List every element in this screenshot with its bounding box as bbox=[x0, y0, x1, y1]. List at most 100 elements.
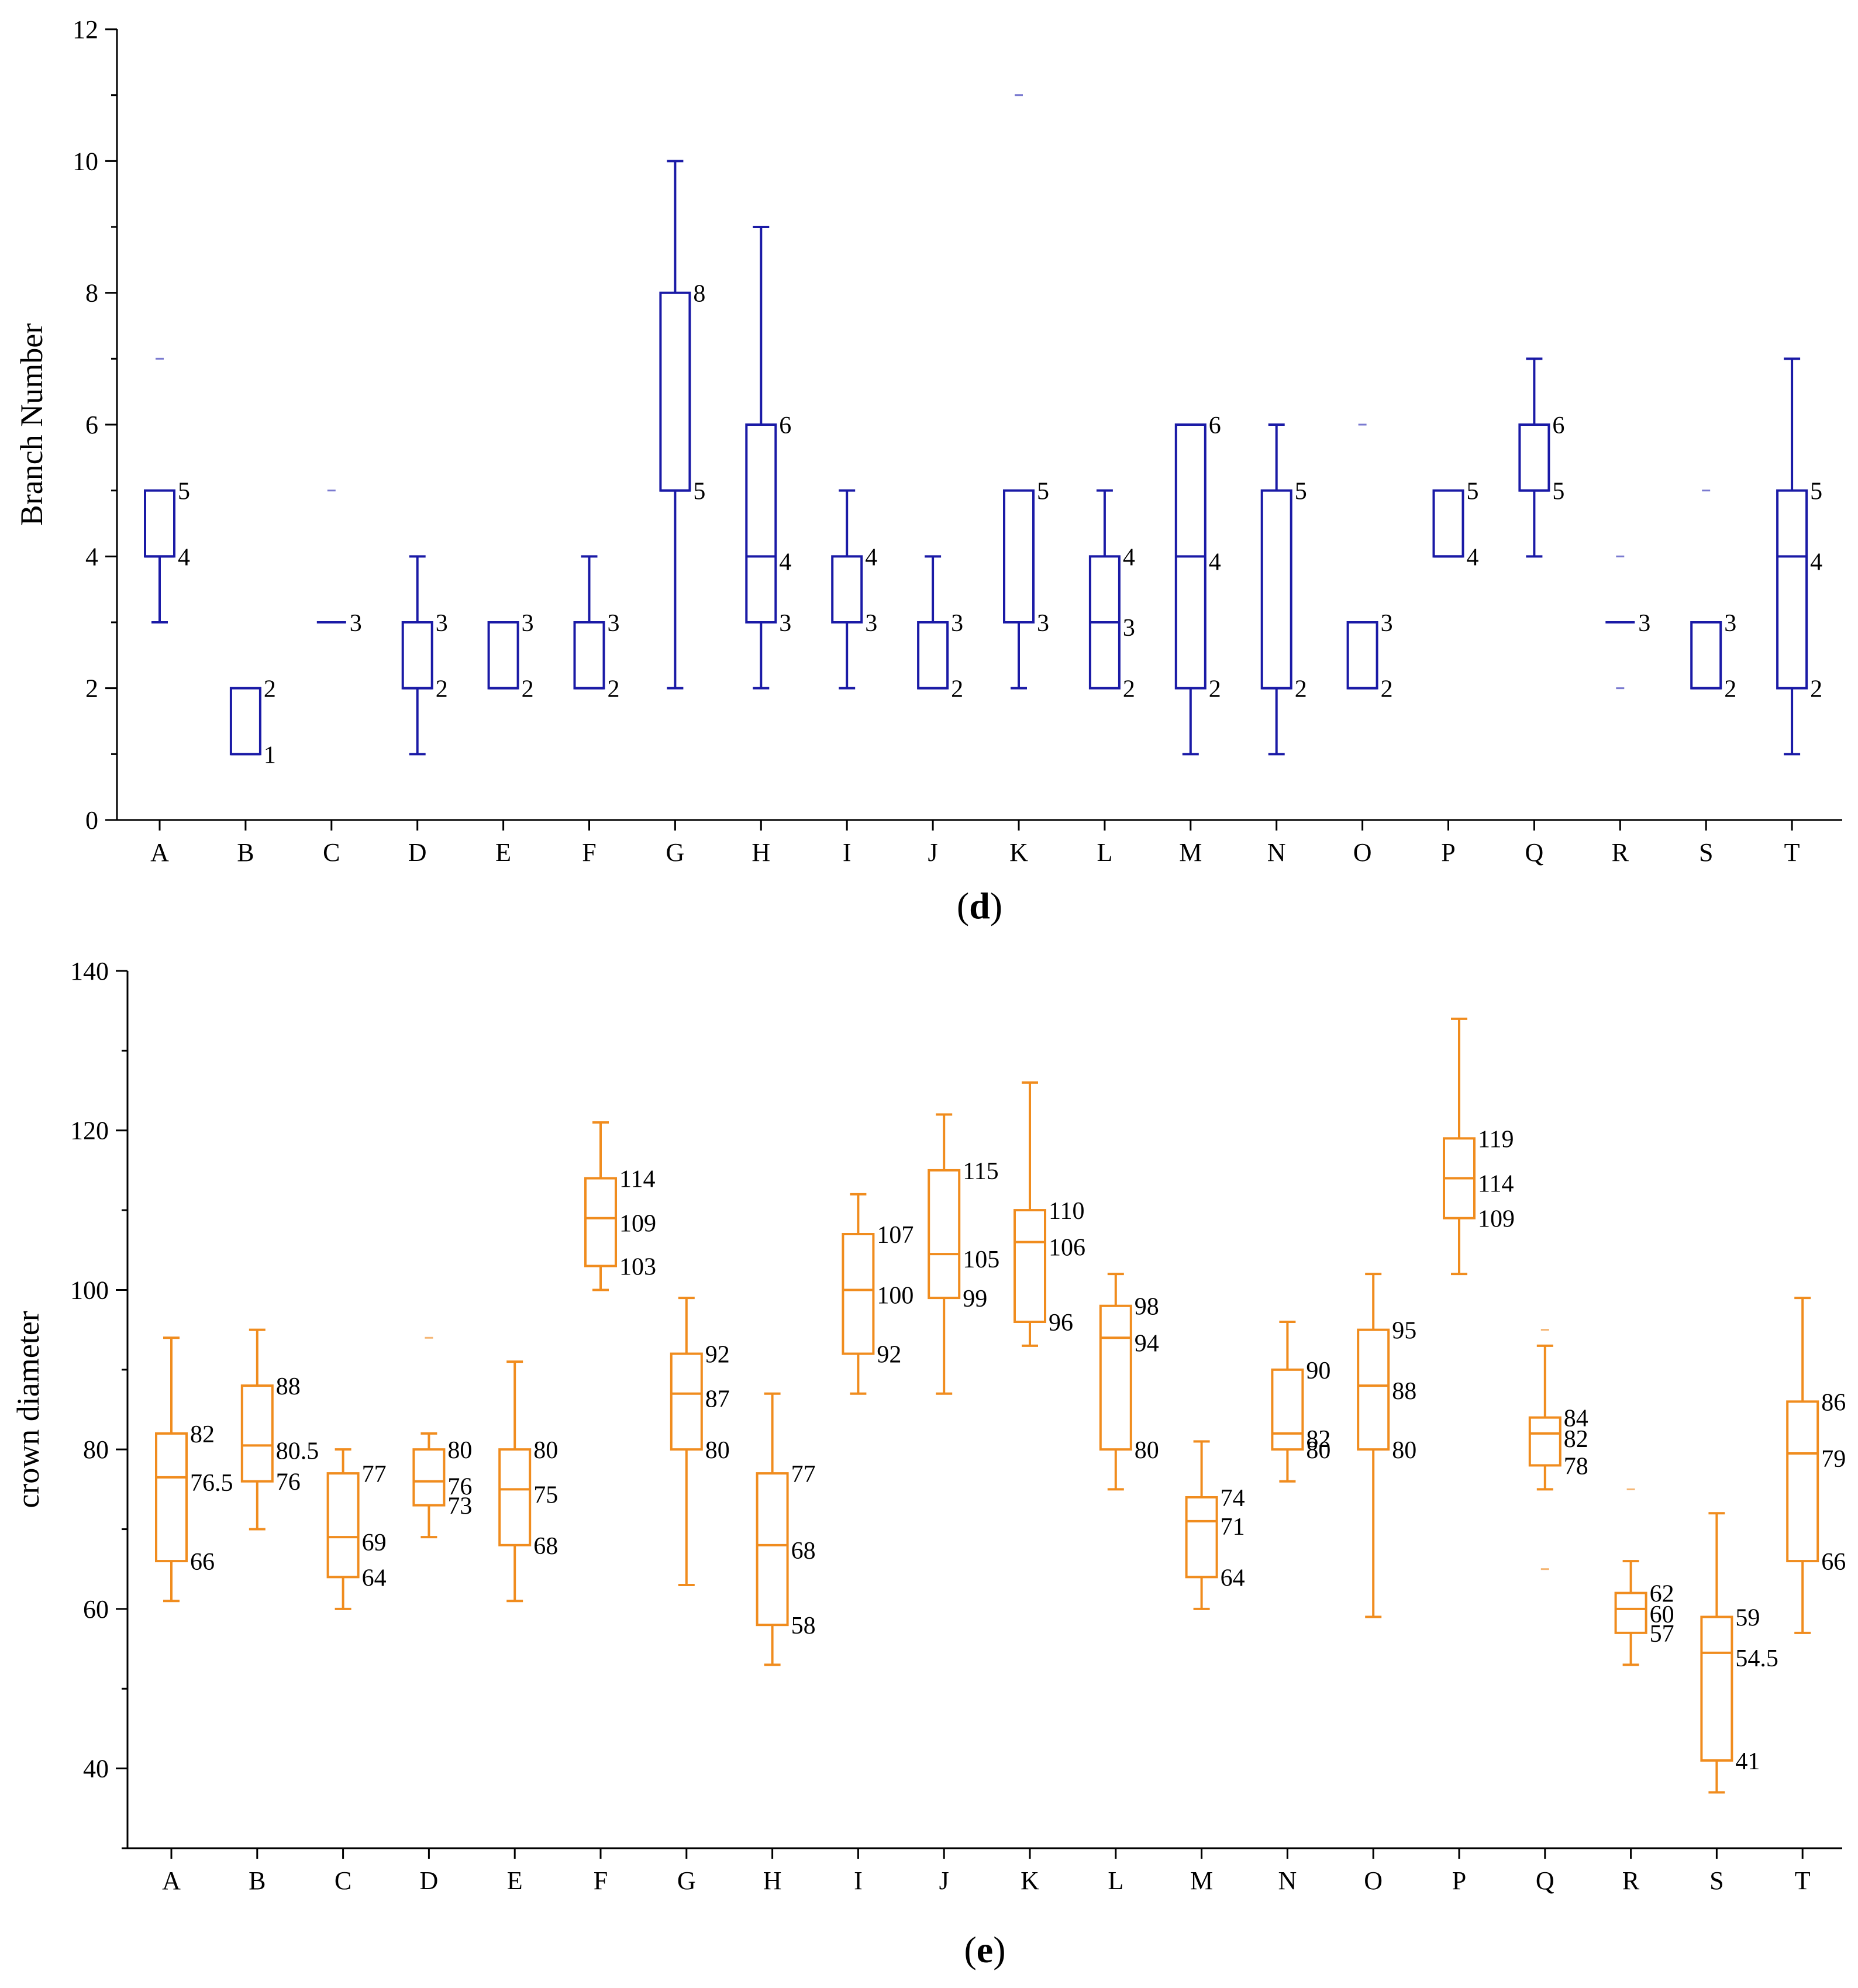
x-tick-label: L bbox=[1108, 1866, 1123, 1895]
box-iqr bbox=[1786, 1400, 1819, 1563]
box-iqr bbox=[155, 1432, 188, 1563]
box-value-label: 66 bbox=[1821, 1549, 1846, 1576]
box-I: 107 100 92 bbox=[842, 1193, 914, 1395]
box-value-label: 77 bbox=[362, 1461, 387, 1488]
x-tick-label: K bbox=[1021, 1866, 1039, 1895]
box-value-label: 3 bbox=[1037, 610, 1049, 637]
box-value-label: 4 bbox=[1123, 544, 1135, 571]
box-J: 115 105 99 bbox=[928, 1113, 999, 1395]
x-tick-label: H bbox=[763, 1866, 782, 1895]
box-value-label: 92 bbox=[705, 1342, 730, 1369]
box-iqr bbox=[144, 489, 175, 558]
panel-label: (e) bbox=[964, 1929, 1005, 1970]
y-tick-label: 8 bbox=[85, 279, 98, 308]
box-value-label: 76 bbox=[447, 1474, 472, 1501]
box-value-label: 68 bbox=[791, 1538, 816, 1565]
box-iqr bbox=[1014, 1209, 1046, 1323]
box-value-label: 84 bbox=[1564, 1405, 1588, 1432]
box-value-label: 75 bbox=[533, 1481, 558, 1508]
box-iqr bbox=[1185, 1496, 1218, 1579]
y-tick-label: 40 bbox=[83, 1755, 109, 1783]
panel-label-letter: d bbox=[969, 885, 990, 926]
y-tick-label: 60 bbox=[83, 1595, 109, 1624]
box-value-label: 88 bbox=[276, 1373, 301, 1400]
panel-label: (d) bbox=[957, 885, 1002, 926]
box-value-label: 5 bbox=[178, 478, 190, 505]
x-tick-label: C bbox=[323, 838, 340, 867]
y-axis-title: crown diameter bbox=[11, 1311, 46, 1508]
x-tick-label: D bbox=[408, 838, 427, 867]
x-tick-label: G bbox=[666, 838, 685, 867]
x-tick-label: R bbox=[1612, 838, 1629, 867]
panel-label-letter: e bbox=[977, 1929, 993, 1970]
x-tick-label: B bbox=[249, 1866, 266, 1895]
box-iqr bbox=[1518, 423, 1550, 492]
box-E: 80 75 68 bbox=[498, 1360, 558, 1603]
box-iqr bbox=[670, 1352, 703, 1451]
x-tick-label: I bbox=[843, 838, 852, 867]
box-iqr bbox=[928, 1169, 961, 1300]
box-value-label: 100 bbox=[877, 1282, 914, 1309]
x-tick-label: Q bbox=[1536, 1866, 1554, 1895]
box-Q: 65 bbox=[1518, 357, 1564, 558]
box-value-label: 69 bbox=[362, 1529, 387, 1556]
x-tick-label: E bbox=[507, 1866, 523, 1895]
box-value-label: 64 bbox=[362, 1565, 387, 1591]
x-tick-label: S bbox=[1699, 838, 1713, 867]
box-H: 77 68 58 bbox=[756, 1392, 816, 1666]
y-tick-label: 0 bbox=[85, 806, 98, 835]
box-value-label: 2 bbox=[951, 676, 963, 703]
box-P: 54 bbox=[1432, 478, 1479, 571]
box-value-label: 80.5 bbox=[276, 1438, 319, 1465]
x-tick-label: R bbox=[1622, 1866, 1640, 1895]
y-tick-label: 80 bbox=[83, 1435, 109, 1464]
box-value-label: 114 bbox=[1478, 1171, 1514, 1198]
box-J: 32 bbox=[917, 555, 963, 703]
box-value-label: 6 bbox=[1552, 412, 1564, 439]
box-O: 95 88 80 bbox=[1357, 1273, 1416, 1618]
box-value-label: 107 bbox=[877, 1222, 914, 1249]
box-value-label: 5 bbox=[1467, 478, 1479, 505]
box-G: 92 87 80 bbox=[670, 1297, 730, 1586]
box-value-label: 3 bbox=[436, 610, 448, 637]
box-value-label: 2 bbox=[1810, 676, 1822, 703]
box-iqr bbox=[1776, 489, 1808, 690]
x-tick-label: A bbox=[150, 838, 169, 867]
box-value-label: 1 bbox=[264, 742, 276, 769]
x-tick-label: B bbox=[237, 838, 254, 867]
box-O: 32 bbox=[1346, 423, 1393, 703]
panel-label-close: ) bbox=[993, 1929, 1005, 1970]
box-iqr bbox=[1528, 1416, 1561, 1467]
box-value-label: 59 bbox=[1735, 1605, 1760, 1632]
box-value-label: 99 bbox=[963, 1286, 987, 1312]
box-value-label: 5 bbox=[1037, 478, 1049, 505]
x-tick-label: P bbox=[1452, 1866, 1466, 1895]
box-value-label: 60 bbox=[1650, 1601, 1674, 1628]
panel-label-close: ) bbox=[990, 885, 1002, 926]
box-value-label: 90 bbox=[1306, 1358, 1330, 1384]
box-value-label: 2 bbox=[1123, 676, 1135, 703]
box-value-label: 76 bbox=[276, 1469, 301, 1496]
x-tick-label: O bbox=[1364, 1866, 1383, 1895]
x-tick-label: T bbox=[1795, 1866, 1811, 1895]
box-S: 32 bbox=[1690, 490, 1736, 703]
box-iqr bbox=[401, 621, 433, 690]
y-tick-label: 12 bbox=[73, 15, 98, 44]
x-tick-label: K bbox=[1009, 838, 1028, 867]
box-value-label: 87 bbox=[705, 1386, 730, 1413]
y-tick-label: 100 bbox=[70, 1276, 109, 1304]
box-value-label: 82 bbox=[190, 1421, 215, 1448]
box-value-label: 106 bbox=[1049, 1235, 1085, 1262]
x-tick-label: M bbox=[1190, 1866, 1213, 1895]
box-value-label: 114 bbox=[619, 1166, 655, 1193]
box-iqr bbox=[487, 621, 519, 690]
panel-label-open: ( bbox=[957, 885, 969, 926]
box-L: 4 3 2 bbox=[1088, 489, 1135, 703]
x-tick-label: L bbox=[1097, 838, 1112, 867]
box-value-label: 80 bbox=[447, 1437, 472, 1464]
box-value-label: 98 bbox=[1135, 1294, 1159, 1321]
box-value-label: 94 bbox=[1135, 1330, 1159, 1357]
